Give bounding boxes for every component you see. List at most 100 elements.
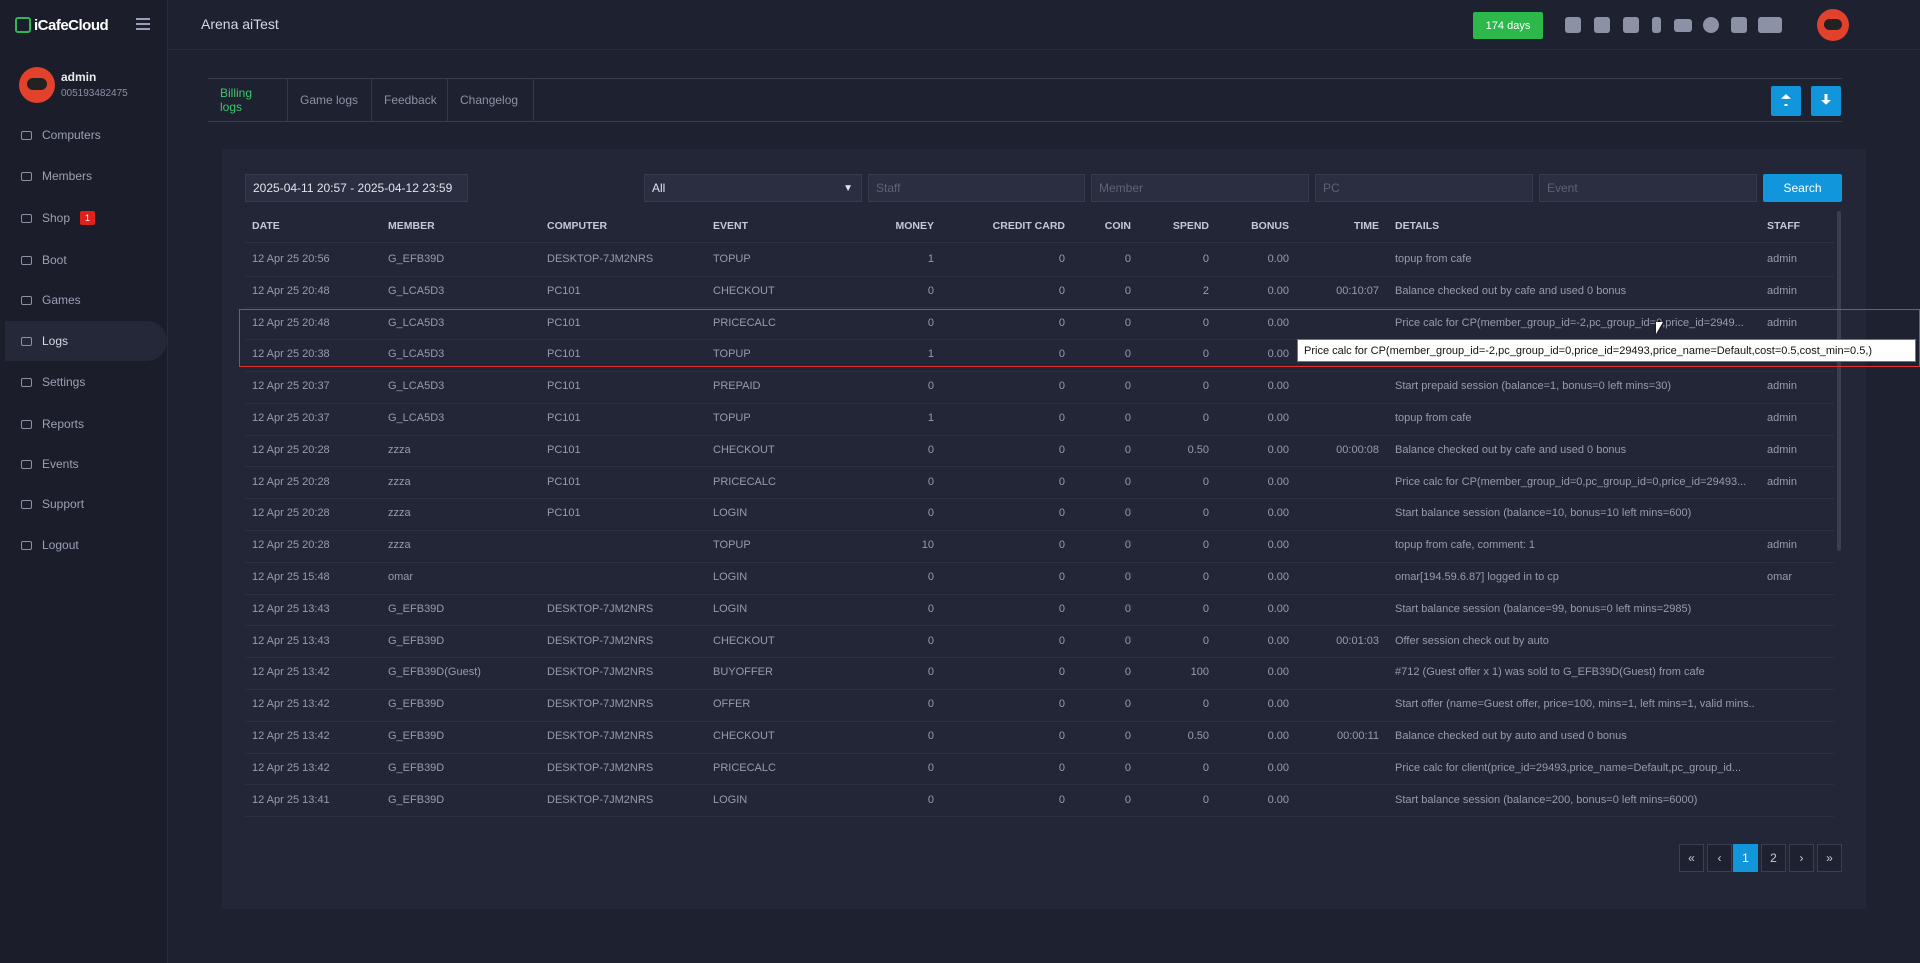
page-button[interactable]: ‹ (1707, 844, 1732, 872)
icon[interactable] (1565, 17, 1581, 33)
table-cell: 0 (1124, 412, 1131, 424)
table-cell: 0 (1124, 380, 1131, 393)
upload-button[interactable] (1771, 86, 1801, 116)
icon[interactable] (1758, 17, 1782, 33)
nav-item[interactable]: Boot (0, 240, 167, 280)
page-button[interactable]: › (1789, 844, 1814, 872)
table-cell: 12 Apr 25 20:28 (252, 475, 330, 488)
table-cell: Price calc for client(price_id=29493,pri… (1395, 761, 1742, 774)
table-cell: omar (388, 571, 414, 583)
table-cell: 12 Apr 25 13:43 (252, 602, 330, 615)
table-cell: CHECKOUT (713, 730, 775, 742)
table-cell: 0 (1124, 443, 1131, 456)
staff-input[interactable]: Staff (868, 174, 1085, 202)
table-cell: G_EFB39D (388, 253, 445, 265)
date-range[interactable]: 2025-04-11 20:57 - 2025-04-12 23:59 (245, 174, 468, 202)
search-button[interactable]: Search (1763, 174, 1842, 202)
table-cell: 0 (1058, 634, 1065, 647)
days-badge[interactable]: 174 days (1473, 12, 1543, 39)
nav-item[interactable]: Logs (5, 321, 167, 361)
page-button[interactable]: 2 (1761, 844, 1786, 872)
table-cell: PC101 (547, 475, 581, 488)
nav-item[interactable]: Events (0, 444, 167, 484)
table-cell: 0.00 (1267, 475, 1289, 488)
table-cell: 0 (1202, 253, 1209, 265)
nav-item[interactable]: Support (0, 484, 167, 524)
table-cell: 0 (927, 443, 934, 456)
nav-label: Computers (42, 128, 101, 142)
table-cell: DESKTOP-7JM2NRS (547, 666, 654, 679)
nav-item[interactable]: Settings (0, 362, 167, 402)
row-divider (245, 275, 1834, 277)
member-input[interactable]: Member (1091, 174, 1309, 202)
row-divider (245, 593, 1834, 595)
nav-item[interactable]: Games (0, 280, 167, 320)
table-cell: Offer session check out by auto (1395, 634, 1549, 647)
table-cell: 0 (927, 698, 934, 711)
row-divider (245, 529, 1834, 531)
page-button[interactable]: « (1679, 844, 1704, 872)
table-cell: 0 (1058, 253, 1065, 265)
account-avatar[interactable] (1817, 9, 1849, 41)
icon[interactable] (1652, 17, 1661, 33)
table-cell: 00:00:08 (1336, 443, 1379, 456)
page-button[interactable]: 1 (1733, 844, 1758, 872)
table-cell: 0 (1202, 634, 1209, 647)
nav-icon (21, 419, 32, 429)
table-cell: 0.00 (1267, 602, 1289, 615)
icon[interactable] (1731, 17, 1747, 33)
table-cell: PREPAID (713, 380, 761, 393)
table-cell: admin (1767, 316, 1797, 329)
table-cell: 00:10:07 (1336, 284, 1379, 297)
table-cell: 0 (1124, 634, 1131, 647)
table-cell: 0.00 (1267, 284, 1289, 297)
nav-item[interactable]: Members (0, 156, 167, 196)
nav-item[interactable]: Computers (0, 115, 167, 155)
download-button[interactable] (1811, 86, 1841, 116)
column-header: SPEND (1172, 220, 1209, 232)
table-cell: 0 (927, 284, 934, 297)
table-cell: 12 Apr 25 15:48 (252, 571, 330, 583)
table-cell: 0.00 (1267, 761, 1289, 774)
table-cell: admin (1767, 539, 1797, 552)
table-cell: 0 (1058, 380, 1065, 393)
nav-item[interactable]: Reports (0, 404, 167, 444)
table-cell: CHECKOUT (713, 284, 775, 297)
column-header: DATE (252, 220, 280, 232)
table-cell: 1 (927, 412, 934, 424)
table-cell: 0 (1058, 284, 1065, 297)
table-cell: TOPUP (713, 539, 751, 552)
table-cell: 0.00 (1267, 698, 1289, 711)
icon[interactable] (1594, 17, 1610, 33)
icon[interactable] (1674, 19, 1692, 32)
nav-item[interactable]: Shop 1 (0, 198, 167, 238)
logo[interactable]: iCafeCloud (34, 17, 109, 34)
user-avatar (19, 67, 55, 103)
pc-input[interactable]: PC (1315, 174, 1533, 202)
table-cell: TOPUP (713, 253, 751, 265)
tab[interactable]: Billing logs (208, 78, 288, 122)
tab[interactable]: Game logs (288, 78, 372, 122)
tab[interactable]: Changelog (448, 78, 534, 122)
table-cell: 0 (1202, 380, 1209, 393)
table-cell: DESKTOP-7JM2NRS (547, 634, 654, 647)
icon[interactable] (1703, 17, 1719, 33)
page-button[interactable]: » (1817, 844, 1842, 872)
table-cell: 0 (1124, 475, 1131, 488)
nav-item[interactable]: Logout (0, 525, 167, 565)
icon[interactable] (1623, 17, 1639, 33)
user-id: 005193482475 (61, 88, 128, 99)
table-cell: DESKTOP-7JM2NRS (547, 698, 654, 711)
table-cell: 10 (921, 539, 934, 552)
table-cell: 0 (927, 507, 934, 520)
header-divider (245, 242, 1834, 243)
table-cell: 0.00 (1267, 539, 1289, 552)
menu-toggle[interactable] (136, 18, 150, 30)
nav-icon (21, 459, 32, 469)
event-select[interactable]: All ▼ (644, 174, 862, 202)
tab[interactable]: Feedback (372, 78, 448, 122)
row-divider (245, 307, 1834, 309)
table-cell: 0.00 (1267, 571, 1289, 583)
table-cell: 12 Apr 25 20:38 (252, 348, 330, 361)
event-input[interactable]: Event (1539, 174, 1757, 202)
